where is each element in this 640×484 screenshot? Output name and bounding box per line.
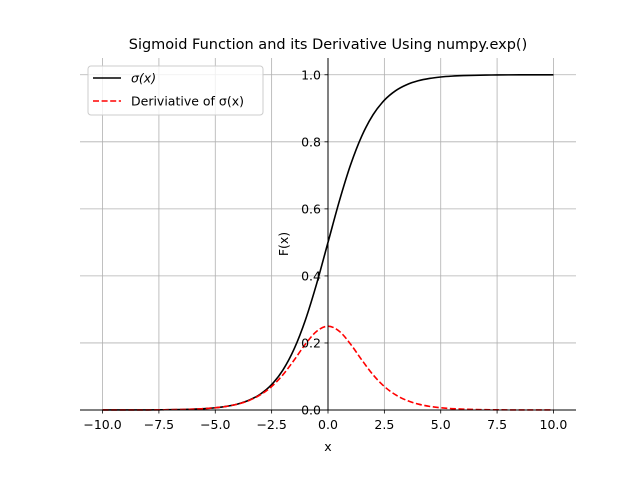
x-tick-label: −5.0 — [200, 417, 230, 432]
y-axis-label: F(x) — [276, 232, 291, 256]
legend: σ(x) Deriviative of σ(x) — [87, 65, 264, 116]
y-tick-label: 0.2 — [301, 335, 321, 350]
x-tick-label: −10.0 — [83, 417, 121, 432]
legend-frame — [87, 65, 264, 116]
x-tick-label: −2.5 — [256, 417, 286, 432]
x-tick-label: 5.0 — [431, 417, 451, 432]
x-tick-label: 0.0 — [318, 417, 338, 432]
x-tick-label: 2.5 — [374, 417, 394, 432]
x-tick-label: −7.5 — [144, 417, 174, 432]
x-tick-label: 10.0 — [540, 417, 568, 432]
y-tick-label: 1.0 — [301, 67, 321, 82]
y-tick-label: 0.6 — [301, 201, 321, 216]
legend-label-derivative: Deriviative of σ(x) — [131, 94, 244, 109]
x-tick-label: 7.5 — [487, 417, 507, 432]
y-tick-label: 0.8 — [301, 134, 321, 149]
chart-title: Sigmoid Function and its Derivative Usin… — [129, 37, 528, 53]
y-tick-label: 0.4 — [301, 268, 321, 283]
legend-label-sigmoid: σ(x) — [131, 71, 156, 86]
x-axis-label: x — [324, 439, 331, 454]
axes: −10.0 −7.5 −5.0 −2.5 0.0 2.5 5.0 7.5 10.00.00.20… — [80, 58, 576, 432]
